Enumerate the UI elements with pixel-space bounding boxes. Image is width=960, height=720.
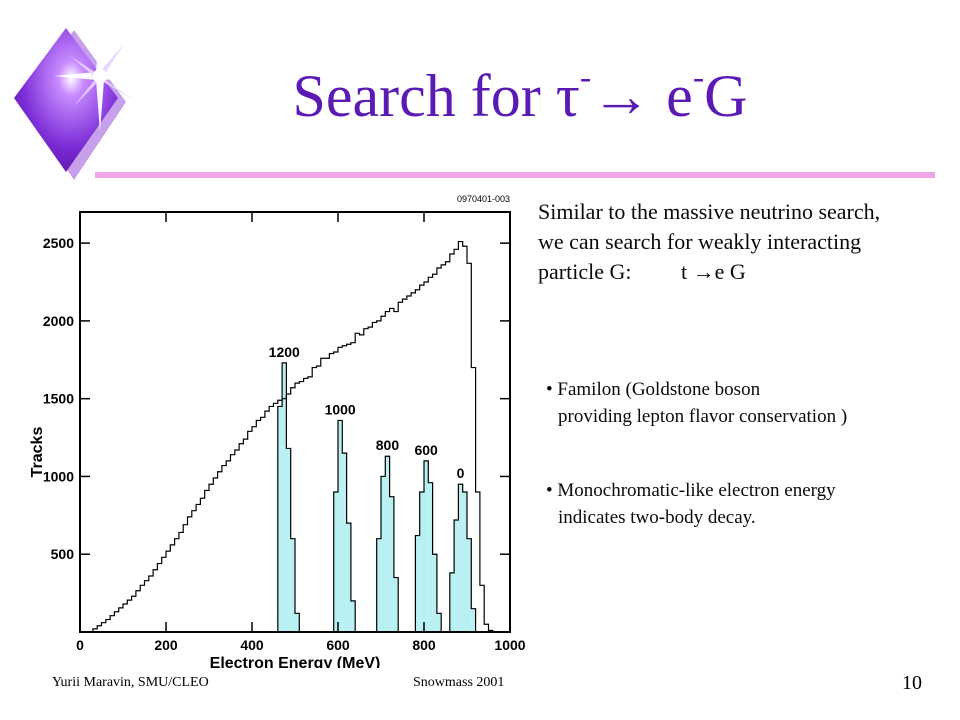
peak-label-600: 600: [414, 442, 438, 458]
y-tick-label-2000: 2000: [43, 313, 74, 329]
x-tick-label-600: 600: [326, 637, 350, 653]
peak-label-0: 0: [457, 465, 465, 481]
peak-1200-bin-0: [277, 406, 283, 632]
peak-1200-bin-2: [286, 448, 291, 632]
y-tick-label-1000: 1000: [43, 468, 74, 484]
peak-600-bin-3: [428, 482, 433, 632]
intro-line-3: particle G: t →e G: [538, 259, 746, 284]
background-histogram-line: [88, 240, 502, 633]
peak-800-bin-1: [381, 476, 386, 632]
footer-author: Yurii Maravin, SMU/CLEO: [52, 675, 209, 690]
x-axis-label: Electron Energy (MeV): [210, 655, 381, 668]
peak-600-outline: [414, 460, 442, 632]
intro-text: Similar to the massive neutrino search, …: [538, 197, 958, 287]
title-prefix: Search for: [292, 63, 556, 129]
y-tick-label-500: 500: [51, 546, 75, 562]
peak-800-bin-0: [376, 538, 381, 632]
peak-800-outline: [376, 455, 399, 632]
x-tick-label-1000: 1000: [494, 637, 525, 653]
bullet-monochromatic: • Monochromatic-like electron energy ind…: [546, 477, 946, 531]
peak-1200-outline: [277, 362, 300, 632]
peak-1000-bin-1: [338, 420, 343, 632]
bullet-1-line-1: • Familon (Goldstone boson: [546, 379, 761, 400]
peak-600-bin-5: [436, 613, 442, 632]
peak-0-bin-0: [449, 572, 455, 632]
x-tick-label-800: 800: [412, 637, 436, 653]
title-divider: [95, 172, 935, 178]
bullet-2-line-2: indicates two-body decay.: [558, 507, 756, 528]
peak-label-800: 800: [376, 437, 400, 453]
y-tick-label-1500: 1500: [43, 391, 74, 407]
title-tau: τ: [555, 63, 580, 129]
peak-600-bin-1: [419, 492, 424, 632]
intro-line-1: Similar to the massive neutrino search,: [538, 199, 881, 224]
y-axis-label: Tracks: [30, 427, 46, 478]
peak-1000-bin-3: [346, 523, 351, 632]
peak-0-bin-3: [462, 492, 467, 632]
peak-0-bin-5: [471, 608, 476, 632]
peak-800-bin-3: [389, 496, 394, 632]
peak-1200-bin-3: [290, 538, 295, 632]
peak-1200-bin-4: [295, 613, 300, 632]
peak-0-bin-2: [458, 484, 463, 632]
bullet-1-line-2: providing lepton flavor conservation ): [558, 406, 848, 427]
slide-title: Search for τ-→ e-G: [240, 58, 800, 132]
x-tick-label-200: 200: [154, 637, 178, 653]
energy-histogram-chart: 1200 1000 800 600 0 0 200 400 600 800 1000 500 1000 1…: [30, 194, 526, 668]
peak-1200-bin-1: [282, 362, 287, 632]
peak-1000-bin-0: [333, 492, 338, 632]
peak-600-bin-2: [424, 460, 429, 632]
figure-id: 0970401-003: [457, 194, 510, 204]
peak-1000-outline: [333, 419, 356, 632]
peak-600-bin-4: [432, 554, 437, 632]
y-tick-label-2500: 2500: [43, 235, 74, 251]
peak-600-bin-0: [415, 535, 420, 632]
peak-label-1000: 1000: [325, 401, 356, 417]
peak-1000-bin-2: [342, 453, 347, 632]
intro-line-2: we can search for weakly interacting: [538, 229, 862, 254]
sparkle-diamond-logo: [14, 24, 152, 180]
peak-0-bin-4: [467, 538, 472, 632]
title-superscript-1: -: [579, 59, 592, 96]
peak-label-1200: 1200: [269, 344, 300, 360]
peak-0-outline: [449, 483, 477, 632]
x-tick-label-400: 400: [240, 637, 264, 653]
title-superscript-2: -: [692, 59, 705, 96]
plot-frame: [79, 211, 511, 633]
peak-1000-bin-4: [350, 600, 356, 632]
page-number: 10: [902, 672, 922, 694]
title-g: G: [704, 63, 748, 129]
footer-event: Snowmass 2001: [413, 675, 505, 690]
peak-0-bin-1: [454, 520, 459, 632]
peak-800-bin-2: [385, 456, 390, 632]
x-tick-label-0: 0: [76, 637, 84, 653]
peak-800-bin-4: [393, 577, 399, 632]
bullet-familon: • Familon (Goldstone boson providing lep…: [546, 376, 946, 430]
title-electron: e: [651, 63, 693, 129]
bullet-2-line-1: • Monochromatic-like electron energy: [546, 480, 836, 501]
title-arrow: →: [591, 63, 652, 129]
